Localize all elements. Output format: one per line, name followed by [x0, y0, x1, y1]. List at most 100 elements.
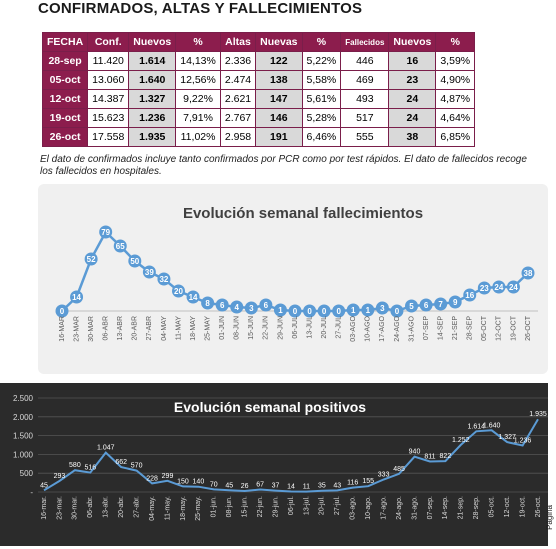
data-label: 0 [336, 307, 341, 316]
cell-pct: 5,61% [301, 89, 342, 109]
x-tick-label: 26-oct. [535, 496, 542, 517]
cell-nuevos: 1.236 [128, 108, 177, 128]
data-label: 65 [116, 242, 125, 251]
x-tick-label: 19-oct. [519, 496, 526, 517]
data-point [288, 304, 302, 318]
x-tick-label: 15-JUN [248, 316, 255, 340]
cell-date: 12-oct [41, 89, 89, 109]
series-line [43, 418, 539, 493]
data-label: 6 [220, 301, 225, 310]
x-tick-label: 27-jul. [334, 496, 341, 515]
data-label: 43 [333, 482, 341, 489]
cell-pct: 4,90% [435, 70, 476, 90]
data-point [303, 304, 317, 318]
x-tick-label: 31-ago. [411, 496, 418, 520]
data-point [215, 298, 229, 312]
page-title: CONFIRMADOS, ALTAS Y FALLECIMIENTOS [38, 0, 363, 17]
x-tick-label: 06-ABR [103, 316, 110, 341]
cell-nuevos: 23 [388, 70, 437, 90]
x-tick-label: 12-OCT [496, 315, 503, 341]
x-tick-label: 06-abr. [87, 496, 94, 518]
cell-nuevos: 38 [388, 127, 437, 147]
data-label: 1.327 [498, 434, 516, 441]
data-point [332, 304, 346, 318]
col-header-altas: Altas [219, 32, 257, 52]
data-point [113, 239, 127, 253]
cell-fallecidos: 446 [340, 51, 390, 71]
data-label: 24 [509, 283, 518, 292]
data-label: 23 [480, 284, 489, 293]
x-tick-label: 22-JUN [263, 316, 270, 340]
data-label: 0 [307, 307, 312, 316]
x-tick-label: 24-AGO [394, 315, 401, 341]
data-label: 45 [225, 482, 233, 489]
chart-title: Evolución semanal positivos [174, 399, 366, 415]
data-point [463, 288, 477, 302]
deaths-chart: Evolución semanal fallecimientos01452796… [38, 184, 548, 374]
data-point [244, 301, 258, 315]
data-label: 580 [69, 462, 81, 469]
x-tick-label: 01-JUN [219, 316, 226, 340]
x-tick-label: 31-AGO [408, 315, 415, 341]
data-label: 52 [87, 255, 96, 264]
x-tick-label: 13-JUL [306, 316, 313, 339]
x-tick-label: 07-SEP [423, 316, 430, 340]
data-point [99, 225, 113, 239]
col-header-fecha: FECHA [41, 32, 89, 52]
data-point [492, 280, 506, 294]
cell-altas: 2.474 [219, 70, 257, 90]
x-tick-label: 24-ago. [396, 496, 403, 520]
data-label: 4 [235, 303, 240, 312]
cell-altas: 2.621 [219, 89, 257, 109]
data-label: 1.640 [483, 422, 501, 429]
x-tick-label: 04-MAY [161, 316, 168, 341]
data-point [477, 281, 491, 295]
data-label: 516 [84, 465, 96, 472]
data-label: 940 [409, 449, 421, 456]
cell-pct: 6,85% [435, 127, 476, 147]
x-tick-label: 25-MAY [204, 316, 211, 341]
x-tick-label: 26-OCT [525, 315, 532, 341]
data-label: 570 [131, 463, 143, 470]
data-label: 14 [189, 293, 198, 302]
data-point [128, 254, 142, 268]
x-tick-label: 13-abr. [103, 496, 110, 518]
data-label: 0 [322, 307, 327, 316]
data-label: 3 [380, 304, 385, 313]
cell-date: 28-sep [41, 51, 89, 71]
table-row: 12-oct 14.387 1.327 9,22% 2.621 147 5,61% 493 24… [41, 89, 476, 109]
cell-pct: 3,59% [435, 51, 476, 71]
x-tick-label: 01-jun. [211, 496, 218, 517]
x-tick-label: 06-jul. [288, 496, 295, 515]
page-number-label: Página [545, 505, 554, 530]
data-label: 1.047 [97, 445, 115, 452]
y-tick-label: 1.500 [13, 432, 34, 441]
x-tick-label: 19-OCT [510, 315, 517, 341]
data-label: 662 [115, 459, 127, 466]
data-point [405, 299, 418, 313]
data-label: 150 [177, 478, 189, 485]
cell-pct: 11,02% [175, 127, 221, 147]
data-label: 0 [60, 307, 65, 316]
data-label: 37 [272, 483, 280, 490]
x-tick-label: 27-JUL [336, 316, 343, 339]
data-label: 7 [438, 300, 443, 309]
chart-background [38, 184, 548, 374]
data-label: 485 [393, 466, 405, 473]
x-tick-label: 23-mar. [56, 496, 63, 520]
data-point [419, 298, 433, 312]
x-tick-label: 22-jun. [257, 496, 264, 517]
data-label: 35 [318, 483, 326, 490]
x-tick-label: 13-jul. [303, 496, 310, 515]
cell-fallecidos: 493 [340, 89, 390, 109]
data-label: 3 [249, 304, 254, 313]
stats-table: FECHA Conf. Nuevos % Altas Nuevas % Fall… [41, 32, 476, 147]
data-point [201, 296, 215, 310]
data-label: 0 [293, 307, 298, 316]
x-tick-label: 18-may. [180, 496, 187, 521]
cell-fallecidos: 469 [340, 70, 390, 90]
data-label: 155 [362, 478, 374, 485]
table-row: 05-oct 13.060 1.640 12,56% 2.474 138 5,58% 469 2… [41, 70, 476, 90]
data-label: 116 [347, 480, 358, 487]
x-tick-label: 04-may. [149, 496, 156, 521]
